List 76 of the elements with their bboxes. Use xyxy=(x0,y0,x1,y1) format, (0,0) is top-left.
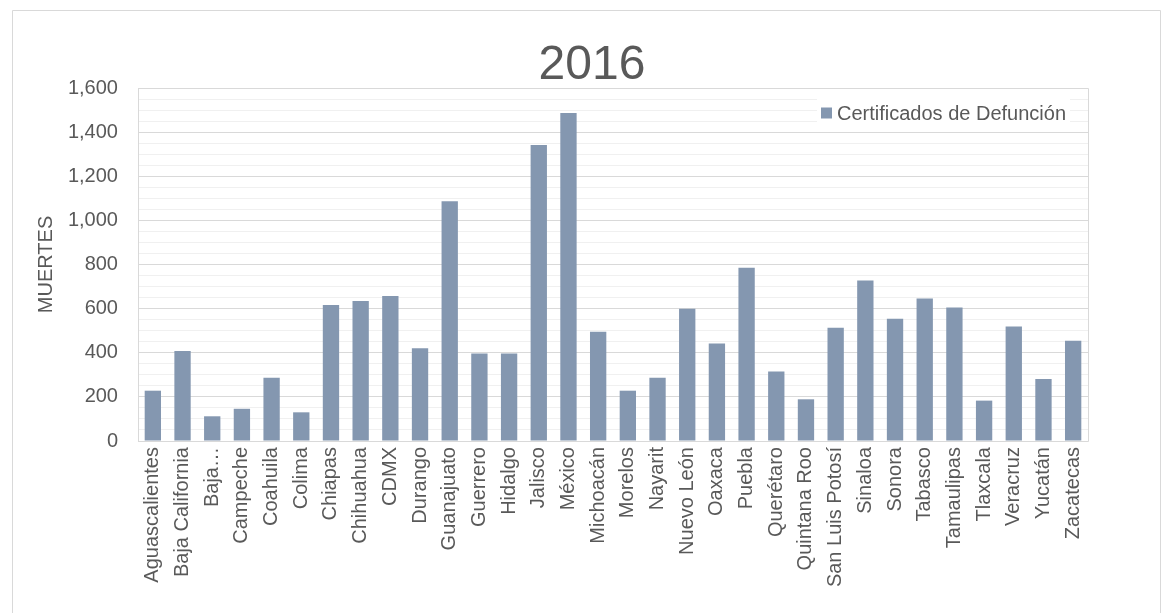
bar xyxy=(352,301,369,441)
y-tick-label: 1,000 xyxy=(67,207,118,230)
x-tick-label: Zacatecas xyxy=(1060,447,1083,540)
x-tick-label: Oaxaca xyxy=(704,446,727,516)
x-tick-label: Durango xyxy=(407,447,430,524)
bar xyxy=(204,416,221,441)
bar xyxy=(500,353,518,441)
y-tick-label: 600 xyxy=(84,296,118,319)
bar xyxy=(263,377,280,441)
x-tick-label: Baja California xyxy=(170,446,193,578)
y-tick-label: 200 xyxy=(84,384,118,407)
bar xyxy=(293,412,310,441)
bar xyxy=(322,305,340,441)
bar xyxy=(886,318,904,441)
x-tick-label: Tabasco xyxy=(912,447,935,522)
x-tick-label: Campeche xyxy=(229,447,252,544)
bar xyxy=(382,296,399,441)
bar xyxy=(827,327,844,441)
y-axis-title: MUERTES xyxy=(33,215,56,314)
y-tick-label: 400 xyxy=(84,340,118,363)
chart-title: 2016 xyxy=(538,36,646,90)
bar xyxy=(946,307,963,441)
bar xyxy=(144,390,162,441)
bar xyxy=(441,201,458,441)
y-tick-label: 800 xyxy=(84,252,118,275)
bar xyxy=(797,399,815,441)
x-tick-label: Morelos xyxy=(615,447,638,519)
x-tick-label: Chihuahua xyxy=(348,446,371,544)
bar xyxy=(233,408,251,441)
x-tick-label: Sinaloa xyxy=(852,446,875,514)
x-tick-label: Veracruz xyxy=(1001,447,1024,526)
x-tick-label: Nuevo León xyxy=(674,447,697,555)
bar xyxy=(975,400,993,441)
y-tick-label: 1,600 xyxy=(67,75,118,98)
x-tick-label: Yucatán xyxy=(1030,447,1053,520)
bar xyxy=(1005,326,1022,441)
bar xyxy=(679,308,696,441)
x-tick-label: Guanajuato xyxy=(437,447,460,551)
bar xyxy=(560,112,577,441)
bar xyxy=(916,298,933,441)
x-tick-label: CDMX xyxy=(377,447,400,506)
y-tick-label: 1,400 xyxy=(67,119,118,142)
x-tick-label: Aguascalientes xyxy=(140,447,163,583)
x-tick-label: Tlaxcala xyxy=(971,446,994,522)
bar xyxy=(1064,340,1082,441)
bar xyxy=(708,343,726,441)
x-tick-label: Jalisco xyxy=(526,447,549,509)
bar xyxy=(768,371,785,441)
x-tick-label: Guerrero xyxy=(466,447,489,528)
x-tick-label: Quintana Roo xyxy=(793,447,816,571)
x-tick-label: Chiapas xyxy=(318,447,341,521)
y-tick-label: 0 xyxy=(106,428,118,451)
bar xyxy=(619,390,637,441)
x-tick-label: Michoacán xyxy=(585,447,608,544)
bar xyxy=(471,353,488,441)
x-tick-label: Nayarit xyxy=(645,446,668,511)
x-tick-label: Querétaro xyxy=(763,447,786,538)
x-tick-label: Tamaulipas xyxy=(941,447,964,549)
bar xyxy=(649,377,666,441)
x-tick-label: Baja… xyxy=(199,447,222,508)
bar xyxy=(738,267,755,441)
bar xyxy=(174,350,191,441)
x-tick-label: Puebla xyxy=(734,446,757,510)
bar xyxy=(589,331,607,441)
y-tick-label: 1,200 xyxy=(67,163,118,186)
bar xyxy=(857,280,874,441)
x-tick-label: San Luis Potosí xyxy=(823,446,846,588)
legend-label: Certificados de Defunción xyxy=(836,101,1066,124)
bar xyxy=(1035,379,1052,441)
bar xyxy=(530,144,547,441)
bar xyxy=(411,348,429,441)
x-tick-label: Coahuila xyxy=(259,446,282,526)
x-tick-label: Hidalgo xyxy=(496,447,519,515)
x-tick-label: Colima xyxy=(288,446,311,510)
x-tick-label: Sonora xyxy=(882,446,905,512)
x-tick-label: México xyxy=(555,447,578,511)
